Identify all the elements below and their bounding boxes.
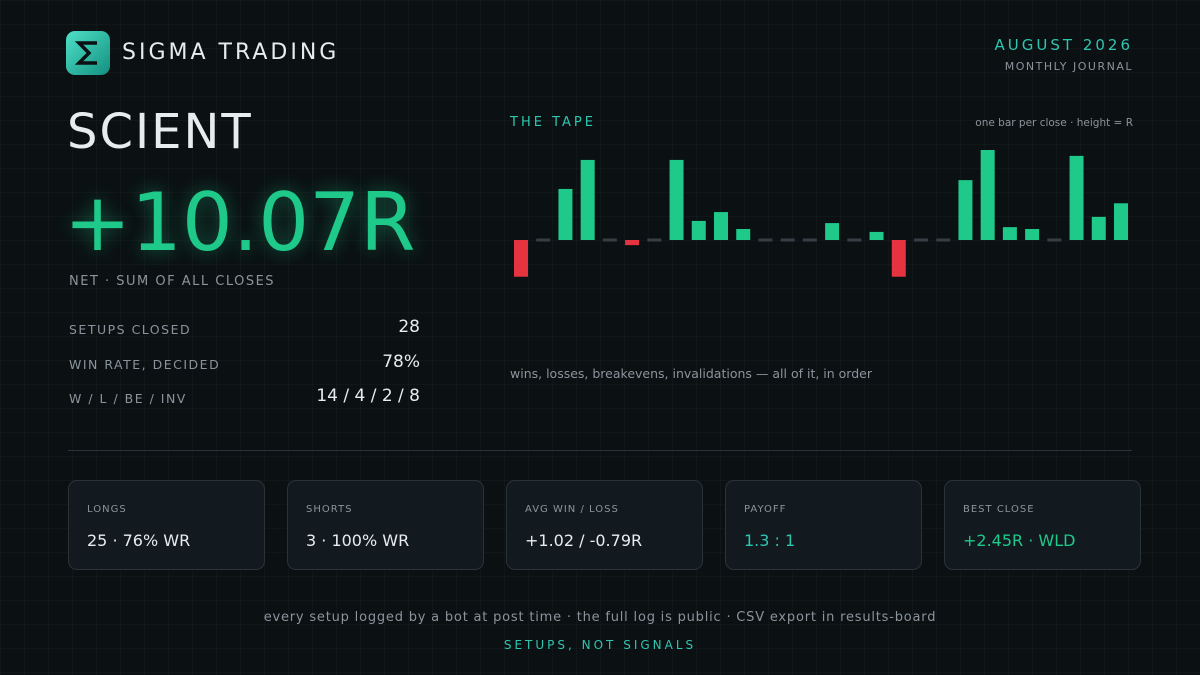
card-label: LONGS — [87, 504, 127, 515]
brand: SIGMA TRADING — [122, 40, 340, 65]
flat-mark — [1047, 238, 1062, 242]
win-bar — [1091, 216, 1106, 240]
stat-value: 28 — [398, 317, 420, 337]
flat-mark — [758, 238, 773, 242]
footer-note: every setup logged by a bot at post time… — [263, 610, 937, 625]
card-label: PAYOFF — [744, 504, 787, 515]
stat-value: 78% — [382, 351, 420, 372]
flat-mark — [802, 238, 817, 242]
chart-caption: wins, losses, breakevens, invalidations … — [510, 366, 872, 381]
logo — [66, 31, 110, 75]
stat-label: SETUPS CLOSED — [69, 322, 192, 337]
card-value: 25 · 76% WR — [87, 531, 191, 550]
card-label: BEST CLOSE — [963, 504, 1035, 515]
flat-mark — [936, 238, 951, 242]
win-bar — [869, 231, 884, 240]
tape-chart — [514, 150, 1128, 277]
net-value: +10.07R — [64, 176, 416, 269]
flat-mark — [780, 238, 795, 242]
stat-card: BEST CLOSE +2.45R · WLD — [944, 480, 1141, 570]
divider — [68, 450, 1132, 451]
trader-name: SCIENT — [67, 104, 253, 160]
stat-card: LONGS 25 · 76% WR — [68, 480, 265, 570]
win-bar — [1069, 155, 1084, 240]
loss-bar — [625, 240, 640, 246]
stat-card: PAYOFF 1.3 : 1 — [725, 480, 922, 570]
win-bar — [958, 180, 973, 240]
win-bar — [1114, 203, 1128, 240]
card-label: SHORTS — [306, 504, 353, 515]
footer-tagline: SETUPS, NOT SIGNALS — [503, 638, 697, 652]
flat-mark — [602, 238, 617, 242]
period-month: AUGUST 2026 — [994, 36, 1133, 54]
stat-label: W / L / BE / INV — [69, 391, 187, 406]
win-bar — [691, 220, 706, 240]
win-bar — [825, 223, 840, 240]
stat-card: AVG WIN / LOSS +1.02 / -0.79R — [506, 480, 703, 570]
win-bar — [980, 150, 995, 240]
flat-mark — [914, 238, 928, 242]
win-bar — [558, 188, 573, 240]
win-bar — [580, 159, 595, 240]
card-label: AVG WIN / LOSS — [525, 504, 619, 515]
card-value: +2.45R · WLD — [963, 531, 1076, 550]
win-bar — [714, 212, 728, 240]
flat-mark — [536, 238, 551, 242]
chart-subtitle: one bar per close · height = R — [975, 117, 1133, 129]
card-value: 1.3 : 1 — [744, 531, 796, 550]
flat-mark — [647, 238, 662, 242]
card-value: +1.02 / -0.79R — [525, 531, 643, 550]
flat-mark — [847, 238, 862, 242]
stat-label: WIN RATE, DECIDED — [69, 356, 221, 372]
win-bar — [736, 228, 751, 240]
chart-title: THE TAPE — [510, 115, 596, 130]
net-label: NET · SUM OF ALL CLOSES — [69, 274, 276, 289]
win-bar — [669, 159, 684, 240]
stat-card: SHORTS 3 · 100% WR — [287, 480, 484, 570]
win-bar — [1025, 228, 1040, 240]
card-value: 3 · 100% WR — [306, 531, 410, 550]
loss-bar — [891, 240, 906, 277]
stat-value: 14 / 4 / 2 / 8 — [316, 386, 420, 406]
win-bar — [1002, 227, 1017, 240]
loss-bar — [514, 240, 528, 277]
period-label: MONTHLY JOURNAL — [1004, 60, 1133, 73]
